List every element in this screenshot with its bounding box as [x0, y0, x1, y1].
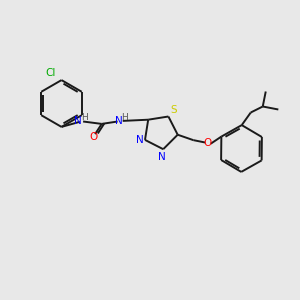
Text: S: S [170, 105, 177, 115]
Text: O: O [89, 131, 98, 142]
Text: N: N [158, 152, 166, 162]
Text: N: N [74, 116, 82, 126]
Text: H: H [121, 113, 128, 122]
Text: N: N [115, 116, 122, 126]
Text: N: N [136, 136, 143, 146]
Text: O: O [204, 138, 212, 148]
Text: H: H [81, 113, 87, 122]
Text: Cl: Cl [46, 68, 56, 78]
